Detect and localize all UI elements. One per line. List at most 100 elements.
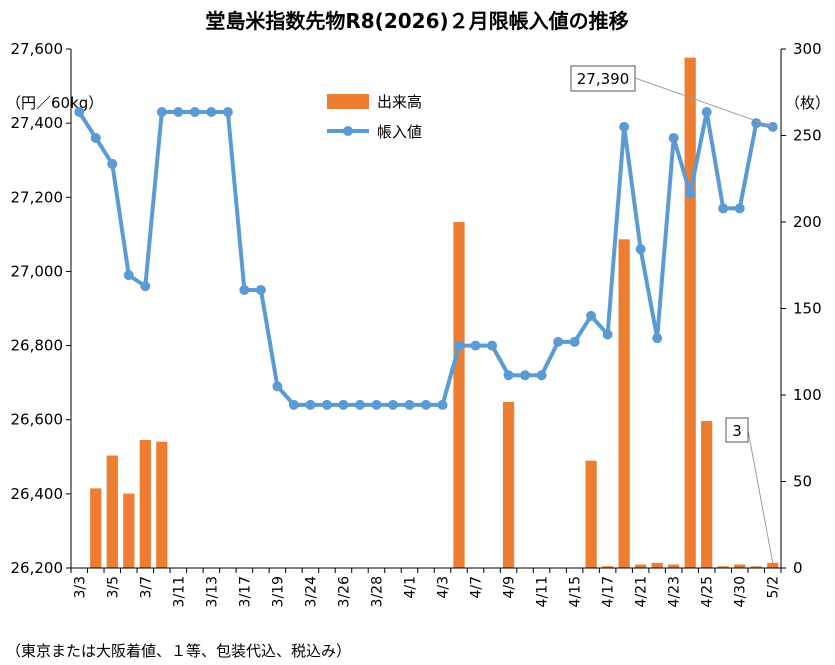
x-tick-label: 3/13 [204,576,220,607]
line-point [487,340,498,351]
left-tick-label: 27,600 [11,40,64,58]
right-tick-label: 250 [793,127,822,145]
x-axis: 3/3 3/5 3/7 3/11 3/13 3/17 3/19 3/24 3/26 3/28 4/1… [70,568,782,608]
line-point [569,336,580,347]
right-tick-label: 100 [793,386,822,404]
line-point [470,340,481,351]
bar [635,564,647,568]
bar [156,441,168,568]
bar [717,566,729,568]
line-point [74,107,85,118]
line-point [668,132,679,143]
line-point [255,284,266,295]
line-point [437,399,448,410]
line-point [586,310,597,321]
left-tick-label: 27,200 [11,188,64,206]
line-point [173,107,184,118]
x-tick-label: 4/25 [700,576,716,607]
line-series-settlement [74,107,778,410]
bar [123,493,135,568]
callout-last-price-text: 27,390 [577,70,630,88]
chart-title: 堂島米指数先物R8(2026)２月限帳入値の推移 [205,9,628,33]
x-tick-label: 3/3 [72,576,88,599]
left-tick-label: 26,400 [11,485,64,503]
x-tick-label: 4/17 [601,576,617,607]
axes [70,49,782,569]
legend-swatch-volume [327,94,369,109]
line-point [222,107,233,118]
x-tick-label: 4/7 [469,576,485,599]
bar [767,562,779,568]
bar [502,401,515,568]
x-tick-label: 3/17 [237,576,253,607]
line-point [767,121,778,132]
callout-last-volume-text: 3 [732,422,742,440]
line-point [321,399,332,410]
line-point [90,132,101,143]
bar [701,420,713,568]
line-point [387,399,398,410]
right-tick-label: 150 [793,300,822,318]
line-point [239,284,250,295]
x-tick-label: 3/28 [369,576,385,607]
legend: 出来高 帳入値 [327,93,422,141]
line-point [404,399,415,410]
line-point [520,370,531,381]
x-tick-label: 3/7 [138,576,154,599]
line-point [536,370,547,381]
left-tick-label: 26,200 [11,559,64,577]
left-tick-label: 26,800 [11,337,64,355]
line-point [503,370,514,381]
line-point [206,107,217,118]
x-tick-label: 3/26 [336,576,352,608]
x-tick-label: 4/30 [733,576,749,607]
bar [750,566,762,568]
x-tick-label: 3/5 [105,576,121,599]
right-axis-unit: （枚） [785,94,830,112]
legend-swatch-settlement-marker [343,126,353,136]
legend-label-volume: 出来高 [377,93,422,111]
x-tick-label: 3/19 [270,576,286,607]
line-point [354,399,365,410]
bar-series-volume [90,57,779,569]
x-tick-label: 4/21 [634,576,650,607]
line-point [156,107,167,118]
bar [684,57,696,569]
line-point [123,270,134,281]
bar [668,564,680,568]
bar [90,488,102,568]
line-point [189,107,200,118]
line-point [140,281,151,292]
line-point [718,203,729,214]
line-point [685,188,696,199]
callout-last-price-box [570,65,636,92]
bar [618,239,630,569]
line-point [421,399,431,410]
bar [651,562,663,568]
left-tick-label: 27,400 [11,114,64,132]
x-tick-label: 4/15 [568,576,584,607]
line-point [305,399,316,410]
callout-last-volume-leader [747,429,774,563]
left-tick-label: 26,600 [11,411,64,429]
left-axis-unit: （円／60kg） [6,94,103,112]
footnote: （東京または大阪着値、１等、包装代込、税込み） [6,642,351,660]
line-point [619,121,630,132]
line-point [288,399,299,410]
x-tick-label: 4/1 [402,576,418,599]
x-tick-label: 5/2 [766,576,782,599]
bar [602,566,614,568]
line-point [371,399,382,410]
line-point [454,340,465,351]
callout-last-volume: 3 [725,417,774,563]
right-tick-label: 300 [793,40,822,58]
line-point [635,244,646,255]
right-tick-label: 50 [793,473,812,491]
callout-last-price: 27,390 [570,65,773,128]
callout-last-price-leader [634,77,773,128]
bar [139,439,151,568]
x-tick-label: 4/3 [436,576,452,599]
line-point [107,158,118,169]
x-tick-label: 3/11 [171,576,187,607]
